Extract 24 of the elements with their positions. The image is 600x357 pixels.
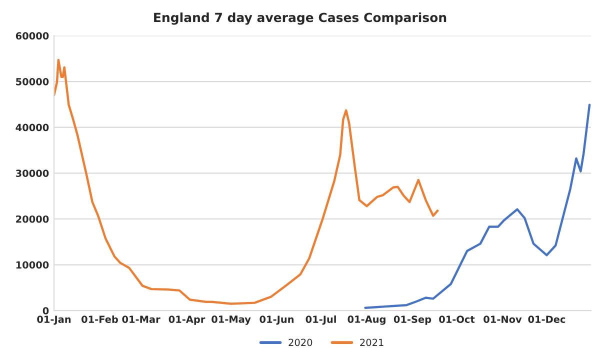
x-tick-label: 01-May xyxy=(212,316,251,325)
x-tick-label: 01-Feb xyxy=(82,315,118,323)
x-tick-label: 01-Aug xyxy=(348,316,386,325)
legend-label: 2020 xyxy=(288,338,312,346)
y-tick-label: 20000 xyxy=(16,215,49,223)
x-tick-label: 01-Jan xyxy=(37,316,71,325)
y-tick-label: 40000 xyxy=(16,124,49,132)
y-tick-label: 0 xyxy=(42,307,49,314)
x-tick-label: 01-Sep xyxy=(394,316,432,325)
x-tick-label: 01-Dec xyxy=(528,316,566,323)
x-tick-label: 01-Apr xyxy=(168,316,206,325)
line-series xyxy=(54,58,439,305)
y-tick-label: 60000 xyxy=(16,32,49,40)
chart-title: England 7 day average Cases Comparison xyxy=(154,12,446,25)
y-tick-label: 30000 xyxy=(16,170,49,177)
x-tick-label: 01-Jul xyxy=(306,315,336,325)
y-tick-label: 10000 xyxy=(16,261,49,269)
x-tick-label: 01-Mar xyxy=(122,316,160,323)
line-series xyxy=(364,104,591,309)
x-tick-label: 01-Nov xyxy=(484,316,522,323)
legend-label: 2021 xyxy=(360,338,384,346)
x-tick-label: 01-Oct xyxy=(439,316,475,323)
y-tick-label: 50000 xyxy=(16,78,49,86)
x-tick-label: 01-Jun xyxy=(260,316,294,325)
